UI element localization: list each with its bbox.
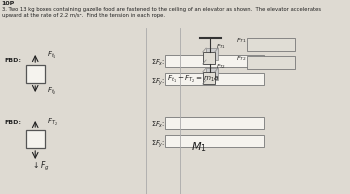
Text: $F_{t_1} - F_{T_2} = m_1 a$: $F_{t_1} - F_{T_2} = m_1 a$ — [167, 74, 219, 85]
Text: 10P: 10P — [2, 1, 15, 6]
Text: $F_{t_1}$: $F_{t_1}$ — [47, 49, 57, 61]
Text: $\Sigma F_x$:: $\Sigma F_x$: — [151, 58, 166, 68]
Bar — [203, 72, 215, 84]
Text: $\downarrow F_g$: $\downarrow F_g$ — [31, 159, 50, 172]
Bar — [165, 55, 264, 67]
Text: $F_{T1}$: $F_{T1}$ — [236, 36, 247, 45]
Text: $F_{T2}$: $F_{T2}$ — [236, 55, 247, 63]
Text: $\Sigma F_y$:: $\Sigma F_y$: — [151, 138, 166, 150]
Text: $\Sigma F_y$:: $\Sigma F_y$: — [151, 76, 166, 87]
Bar — [26, 130, 45, 148]
Bar — [165, 73, 264, 85]
Text: $\Sigma F_x$:: $\Sigma F_x$: — [151, 120, 166, 130]
Text: FBD:: FBD: — [4, 58, 21, 63]
Bar — [26, 65, 45, 83]
Bar — [165, 117, 264, 129]
Bar — [206, 68, 218, 80]
Bar — [247, 38, 295, 51]
Bar — [247, 56, 295, 69]
Bar — [206, 48, 218, 60]
Bar — [203, 52, 215, 64]
Text: $F_{t_2}$: $F_{t_2}$ — [47, 86, 57, 97]
Text: $F_{T2}$: $F_{T2}$ — [216, 62, 226, 71]
Text: FBD:: FBD: — [4, 120, 21, 125]
Bar — [165, 135, 264, 147]
Text: $M_1$: $M_1$ — [191, 140, 206, 154]
Text: 3. Two 13 kg boxes containing gazelle food are fastened to the ceiling of an ele: 3. Two 13 kg boxes containing gazelle fo… — [2, 7, 321, 12]
Text: $F_{T_2}$: $F_{T_2}$ — [47, 116, 58, 127]
Text: $F_{T1}$: $F_{T1}$ — [216, 42, 226, 51]
Text: upward at the rate of 2.2 m/s².  Find the tension in each rope.: upward at the rate of 2.2 m/s². Find the… — [2, 13, 165, 18]
